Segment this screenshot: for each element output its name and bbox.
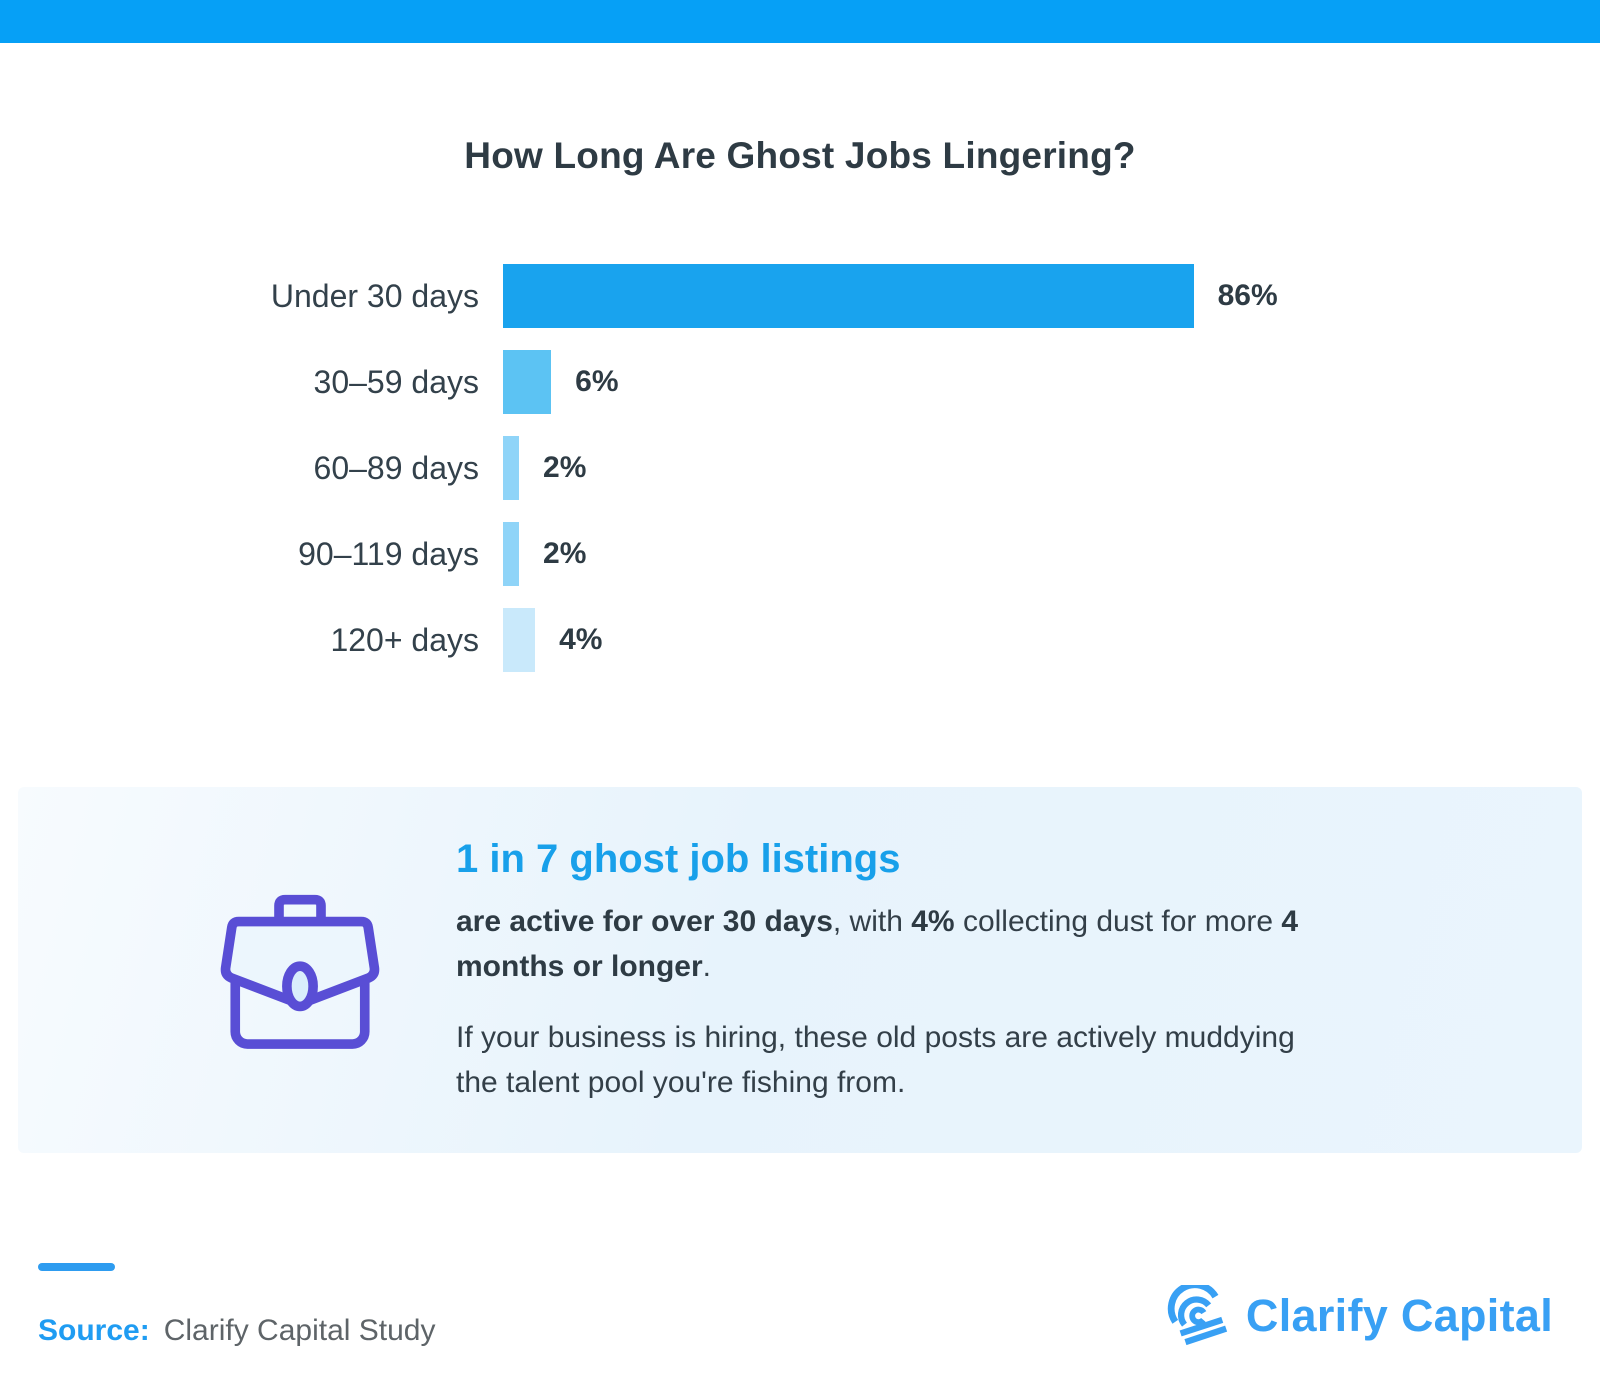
source-text: Clarify Capital Study — [163, 1314, 436, 1347]
callout-paragraph-2: If your business is hiring, these old po… — [456, 1021, 1295, 1099]
source-label: Source: — [38, 1314, 150, 1347]
chart-row: 30–59 days 6% — [0, 350, 1600, 414]
bar-chart: Under 30 days 86% 30–59 days 6% 60–89 days 2%… — [0, 264, 1600, 672]
chart-title: How Long Are Ghost Jobs Lingering? — [464, 135, 1136, 176]
briefcase-icon — [210, 883, 390, 1058]
plain-text: , with — [832, 905, 912, 938]
bar — [503, 264, 1194, 328]
bar — [503, 350, 552, 414]
callout-band: 1 in 7 ghost job listings are active for… — [18, 787, 1582, 1153]
emphasized-text: 4 months or longer — [456, 905, 1299, 983]
category-label: Under 30 days — [270, 277, 479, 314]
bar — [503, 522, 520, 586]
callout-paragraph-1: are active for over 30 days, with 4% col… — [456, 899, 1336, 989]
clarify-capital-wordmark: Clarify Capital — [1245, 1290, 1553, 1341]
source-line: Source: Clarify Capital Study — [38, 1313, 435, 1349]
footer: Source: Clarify Capital Study Clarify Cap… — [0, 1263, 1600, 1349]
value-label: 2% — [543, 537, 587, 570]
callout-text: 1 in 7 ghost job listings are active for… — [456, 835, 1336, 1105]
plain-text: . — [702, 950, 712, 983]
category-label: 60–89 days — [313, 449, 479, 486]
chart-row: 90–119 days 2% — [0, 522, 1600, 586]
chart-row: 120+ days 4% — [0, 608, 1600, 672]
category-label: 120+ days — [330, 621, 479, 658]
category-label: 30–59 days — [313, 363, 479, 400]
bar — [503, 436, 520, 500]
value-label: 86% — [1217, 279, 1278, 312]
chart-row: Under 30 days 86% — [0, 264, 1600, 328]
value-label: 6% — [575, 365, 619, 398]
clarify-capital-logomark-icon — [1167, 1281, 1231, 1347]
emphasized-text: 4% — [911, 905, 955, 938]
source-accent-dash — [38, 1263, 115, 1271]
source-block: Source: Clarify Capital Study — [38, 1263, 435, 1349]
chart-row: 60–89 days 2% — [0, 436, 1600, 500]
value-label: 4% — [559, 623, 603, 656]
value-label: 2% — [543, 451, 587, 484]
bar — [503, 608, 536, 672]
top-banner — [0, 0, 1600, 43]
callout-heading: 1 in 7 ghost job listings — [456, 837, 901, 881]
category-label: 90–119 days — [298, 535, 479, 572]
emphasized-text: are active for over 30 days — [456, 905, 833, 938]
clarify-capital-logo: Clarify Capital — [1167, 1281, 1553, 1347]
plain-text: collecting dust for more — [954, 905, 1282, 938]
